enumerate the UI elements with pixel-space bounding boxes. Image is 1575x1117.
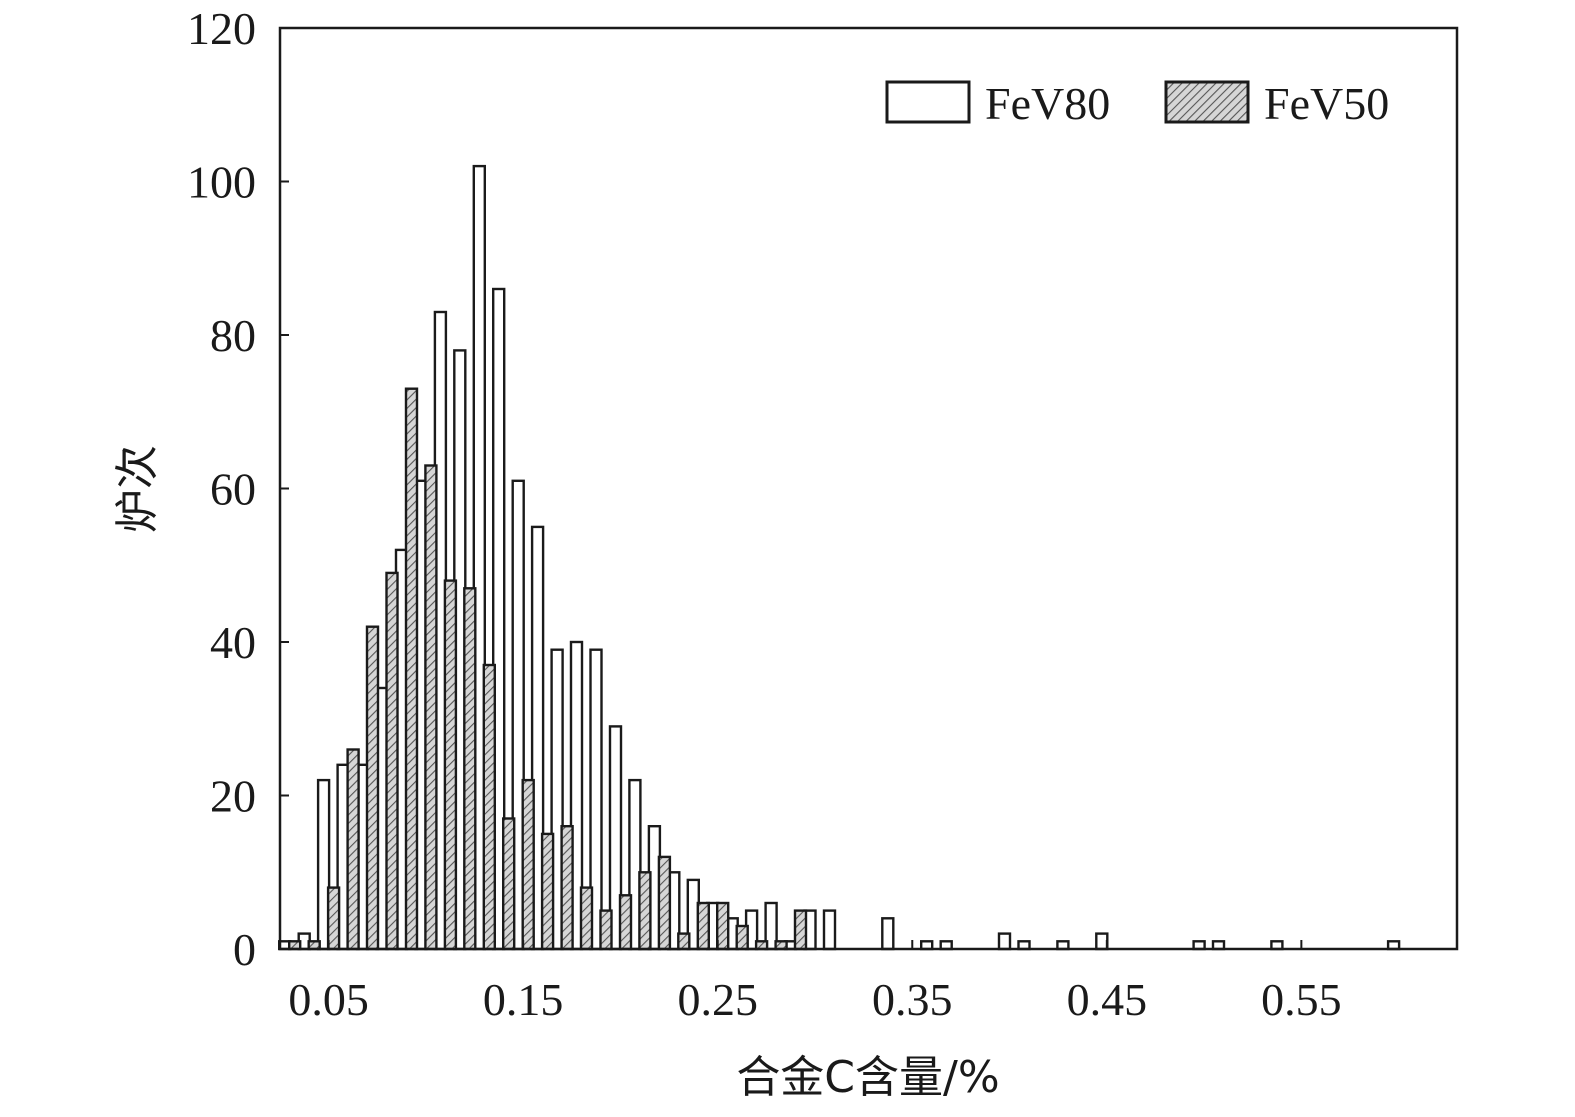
x-tick-label: 0.25 [677, 974, 758, 1025]
fev50-bar [482, 663, 496, 951]
x-tick-label: 0.55 [1261, 974, 1342, 1025]
fev50-bar [424, 464, 438, 951]
y-tick-label: 40 [210, 617, 256, 668]
fev50-bar [521, 778, 535, 951]
fev80-bar [1095, 932, 1109, 951]
fev50-bar [735, 924, 749, 951]
fev80-bar [881, 917, 895, 951]
fev50-bar [638, 871, 652, 951]
fev50-bars [288, 387, 808, 951]
y-axis-title: 炉次 [112, 445, 163, 533]
fev50-bar [618, 894, 633, 951]
fev50-bar [696, 901, 710, 951]
fev50-bar [560, 825, 574, 951]
legend-swatch-fev80 [885, 80, 971, 124]
fev50-bar [599, 909, 613, 951]
fev50-bar [326, 886, 341, 951]
fev50-bar [579, 886, 594, 951]
legend: FeV80 FeV50 [885, 78, 1389, 129]
x-tick-label: 0.45 [1067, 974, 1148, 1025]
fev50-bar [385, 571, 399, 951]
fev50-bar [540, 832, 555, 951]
fev50-bar [657, 855, 672, 951]
y-tick-label: 100 [187, 157, 256, 208]
y-tick-label: 20 [210, 771, 256, 822]
y-tick-label: 120 [187, 3, 256, 54]
fev50-bar [365, 625, 380, 951]
y-tick-label: 0 [233, 924, 256, 975]
fev50-bar [502, 817, 516, 951]
x-tick-label: 0.35 [872, 974, 953, 1025]
y-tick-label: 80 [210, 310, 256, 361]
legend-label-fev50: FeV50 [1264, 78, 1389, 129]
fev50-bar [443, 579, 458, 951]
fev50-bar [463, 587, 477, 951]
legend-swatch-fev50 [1164, 80, 1250, 124]
fev50-bar [793, 909, 808, 951]
fev80-bar [822, 909, 837, 951]
fev50-bar [404, 387, 419, 951]
x-axis: 0.05 0.15 0.25 0.35 0.45 0.55 [288, 940, 1342, 1025]
x-axis-title: 合金C含量/% [736, 1052, 999, 1103]
x-tick-label: 0.15 [483, 974, 564, 1025]
fev50-bar [677, 932, 691, 951]
y-axis: 0 20 40 60 80 100 120 [187, 3, 289, 975]
fev80-bar [997, 932, 1012, 951]
x-tick-label: 0.05 [288, 974, 369, 1025]
y-tick-label: 60 [210, 464, 256, 515]
legend-label-fev80: FeV80 [985, 78, 1110, 129]
fev50-bar [346, 748, 360, 951]
fev50-bar [716, 901, 730, 951]
